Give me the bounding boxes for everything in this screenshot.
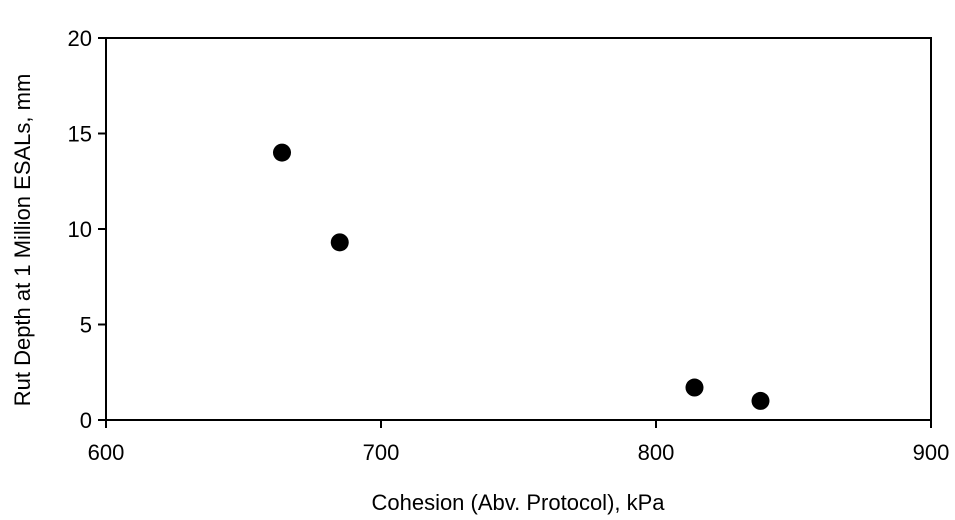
plot-area-frame [105, 37, 932, 421]
data-point [273, 143, 291, 162]
data-points [273, 143, 770, 410]
data-point [330, 233, 349, 252]
y-tick-label: 15 [68, 122, 92, 147]
tick-labels: 600 700 800 900 0 5 10 15 20 [68, 26, 950, 465]
x-tick-label: 800 [638, 440, 675, 465]
axis-ticks [98, 37, 932, 428]
x-tick-label: 600 [88, 440, 125, 465]
y-tick-label: 0 [80, 408, 92, 433]
y-tick-label: 20 [68, 26, 92, 51]
x-tick-label: 900 [913, 440, 950, 465]
data-point [751, 391, 770, 410]
y-axis-label: Rut Depth at 1 Million ESALs, mm [10, 74, 35, 407]
y-tick-label: 10 [68, 217, 92, 242]
x-tick-label: 700 [363, 440, 400, 465]
y-tick-label: 5 [80, 313, 92, 338]
x-axis-label: Cohesion (Abv. Protocol), kPa [371, 490, 665, 515]
data-point [685, 378, 704, 397]
